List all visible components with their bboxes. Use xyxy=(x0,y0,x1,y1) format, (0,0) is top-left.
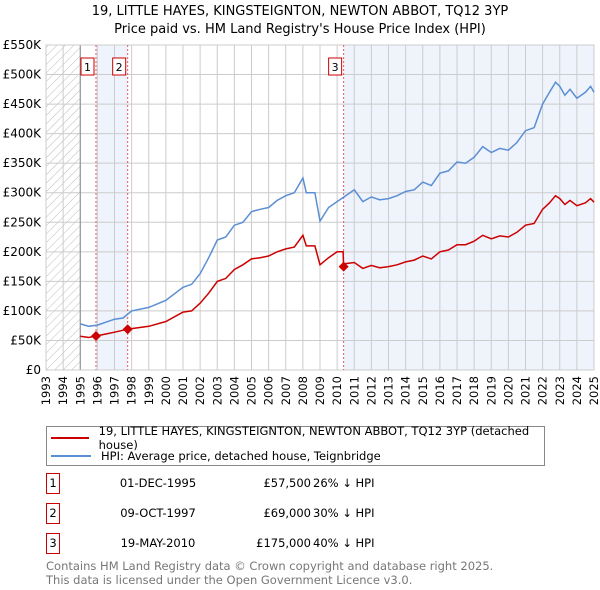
legend-swatch-blue xyxy=(51,454,91,457)
sale-hpi-diff: 40% ↓ HPI xyxy=(313,536,375,550)
legend-label: 19, LITTLE HAYES, KINGSTEIGNTON, NEWTON … xyxy=(98,423,530,452)
x-tick-label: 1997 xyxy=(108,376,122,405)
chart-title: 19, LITTLE HAYES, KINGSTEIGNTON, NEWTON … xyxy=(91,4,509,19)
x-tick-label: 2007 xyxy=(279,376,293,405)
sale-marker-label: 1 xyxy=(84,61,91,74)
x-tick-label: 2025 xyxy=(587,376,600,405)
x-tick-label: 2017 xyxy=(450,376,464,405)
sale-marker-box xyxy=(328,57,343,76)
y-tick-label: £200K xyxy=(3,245,43,259)
sale-marker-label: 3 xyxy=(332,61,339,74)
x-tick-label: 1993 xyxy=(39,376,53,405)
line-chart: 1993 1994 1995 1996 1997 1998 1999 2000 2001 2002… xyxy=(3,38,600,405)
sale-row: 2 09-OCT-1997 £69,000 30% ↓ HPI xyxy=(46,503,446,524)
x-tick-label: 1995 xyxy=(73,376,87,405)
x-tick-label: 1998 xyxy=(125,376,139,405)
x-tick-label: 2023 xyxy=(553,376,567,405)
x-tick-label: 2024 xyxy=(570,376,584,405)
x-tick-label: 2001 xyxy=(176,376,190,405)
y-tick-label: £150K xyxy=(3,274,43,288)
x-tick-label: 2012 xyxy=(364,376,378,405)
hpi-line xyxy=(80,80,595,328)
x-tick-label: 2000 xyxy=(159,376,173,405)
sale-date: 01-DEC-1995 xyxy=(119,476,197,490)
sale-hpi-diff: 26% ↓ HPI xyxy=(313,476,375,490)
x-tick-label: 1994 xyxy=(56,376,70,405)
x-tick-label: 2021 xyxy=(519,376,533,405)
x-tick-label: 2008 xyxy=(296,376,310,405)
price-paid-line xyxy=(80,194,595,339)
sale-row: 1 01-DEC-1995 £57,500 26% ↓ HPI xyxy=(46,473,446,494)
legend-swatch-red xyxy=(51,436,89,439)
x-tick-label: 2011 xyxy=(347,376,361,405)
sale-point xyxy=(338,261,349,272)
sale-date: 09-OCT-1997 xyxy=(120,506,196,520)
shaded-period xyxy=(96,45,128,370)
sale-marker-box xyxy=(112,57,127,76)
x-tick-label: 2003 xyxy=(210,376,224,405)
plot-frame xyxy=(45,44,595,371)
y-tick-label: £550K xyxy=(3,38,43,52)
sale-marker-label: 2 xyxy=(116,61,123,74)
footer-licence: This data is licensed under the Open Gov… xyxy=(46,573,413,587)
x-tick-label: 2009 xyxy=(313,376,327,405)
x-tick-label: 2004 xyxy=(227,376,241,405)
y-tick-label: £250K xyxy=(3,215,43,229)
sale-price: £69,000 xyxy=(263,506,311,520)
sale-hpi-diff: 30% ↓ HPI xyxy=(313,506,375,520)
sale-price: £175,000 xyxy=(256,536,311,550)
sale-row: 3 19-MAY-2010 £175,000 40% ↓ HPI xyxy=(46,533,446,554)
y-tick-label: £100K xyxy=(3,304,43,318)
y-tick-label: £450K xyxy=(3,97,43,111)
x-tick-label: 2005 xyxy=(245,376,259,405)
shaded-period xyxy=(343,45,594,370)
y-tick-label: £400K xyxy=(3,127,43,141)
footer-copyright: Contains HM Land Registry data © Crown c… xyxy=(46,559,494,573)
sale-marker-label: 3 xyxy=(46,533,60,554)
y-tick-label: £50K xyxy=(10,333,42,347)
y-tick-label: £350K xyxy=(3,156,43,170)
y-tick-label: £300K xyxy=(3,186,43,200)
x-tick-label: 2013 xyxy=(382,376,396,405)
x-tick-label: 2015 xyxy=(416,376,430,405)
sale-marker-label: 2 xyxy=(46,503,60,524)
legend-item-hpi: HPI: Average price, detached house, Teig… xyxy=(51,447,381,464)
x-tick-label: 2022 xyxy=(536,376,550,405)
x-tick-label: 2019 xyxy=(484,376,498,405)
x-tick-label: 1996 xyxy=(90,376,104,405)
sale-date: 19-MAY-2010 xyxy=(120,536,196,550)
sale-point xyxy=(122,324,133,335)
x-tick-label: 2018 xyxy=(467,376,481,405)
x-tick-label: 2020 xyxy=(501,376,515,405)
x-tick-label: 2014 xyxy=(399,376,413,405)
y-tick-label: £0 xyxy=(26,363,41,377)
x-tick-label: 2002 xyxy=(193,376,207,405)
sale-marker-box xyxy=(80,57,95,76)
legend-label: HPI: Average price, detached house, Teig… xyxy=(101,448,381,463)
sale-price: £57,500 xyxy=(263,476,311,490)
legend: 19, LITTLE HAYES, KINGSTEIGNTON, NEWTON … xyxy=(46,424,545,466)
x-tick-label: 2006 xyxy=(262,376,276,405)
y-tick-label: £500K xyxy=(3,68,43,82)
sale-marker-label: 1 xyxy=(46,473,60,494)
sale-point xyxy=(91,331,102,342)
x-tick-label: 1999 xyxy=(142,376,156,405)
legend-item-property: 19, LITTLE HAYES, KINGSTEIGNTON, NEWTON … xyxy=(51,424,544,452)
x-tick-label: 2016 xyxy=(433,376,447,405)
chart-subtitle: Price paid vs. HM Land Registry's House … xyxy=(114,22,486,37)
x-tick-label: 2010 xyxy=(330,376,344,405)
